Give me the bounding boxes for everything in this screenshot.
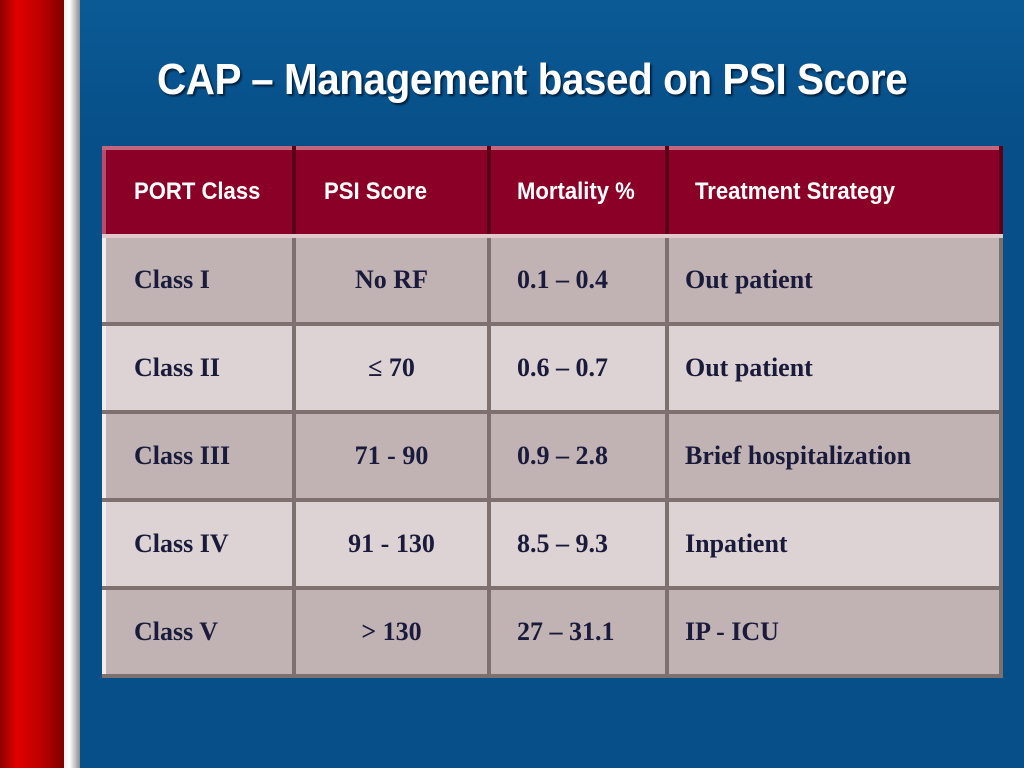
cell-psi-score: 71 - 90 [292,410,491,502]
cell-treatment: Out patient [665,234,1003,326]
cell-port-class: Class V [102,586,296,678]
cell-mortality: 8.5 – 9.3 [487,498,669,590]
cell-port-class: Class III [102,410,296,502]
left-accent-bar [0,0,66,768]
cell-mortality: 0.6 – 0.7 [487,322,669,414]
cell-treatment: Out patient [665,322,1003,414]
psi-score-table: PORT Class PSI Score Mortality % Treatme… [102,146,1003,678]
cell-mortality: 0.1 – 0.4 [487,234,669,326]
table-row: Class I No RF 0.1 – 0.4 Out patient [102,234,1003,326]
header-port-class: PORT Class [102,146,296,238]
cell-treatment: Brief hospitalization [665,410,1003,502]
table-row: Class II ≤ 70 0.6 – 0.7 Out patient [102,322,1003,414]
left-accent-bar-edge [64,0,80,768]
cell-psi-score: 91 - 130 [292,498,491,590]
table-header-row: PORT Class PSI Score Mortality % Treatme… [102,146,1003,238]
table-row: Class V > 130 27 – 31.1 IP - ICU [102,586,1003,678]
cell-psi-score: > 130 [292,586,491,678]
slide-title: CAP – Management based on PSI Score [157,55,908,104]
header-treatment-strategy: Treatment Strategy [665,146,1003,238]
cell-mortality: 0.9 – 2.8 [487,410,669,502]
cell-psi-score: ≤ 70 [292,322,491,414]
title-band [80,0,1024,140]
header-mortality: Mortality % [487,146,669,238]
table-row: Class III 71 - 90 0.9 – 2.8 Brief hospit… [102,410,1003,502]
cell-treatment: IP - ICU [665,586,1003,678]
cell-port-class: Class IV [102,498,296,590]
cell-port-class: Class II [102,322,296,414]
cell-psi-score: No RF [292,234,491,326]
cell-mortality: 27 – 31.1 [487,586,669,678]
table-row: Class IV 91 - 130 8.5 – 9.3 Inpatient [102,498,1003,590]
cell-treatment: Inpatient [665,498,1003,590]
cell-port-class: Class I [102,234,296,326]
header-psi-score: PSI Score [292,146,491,238]
